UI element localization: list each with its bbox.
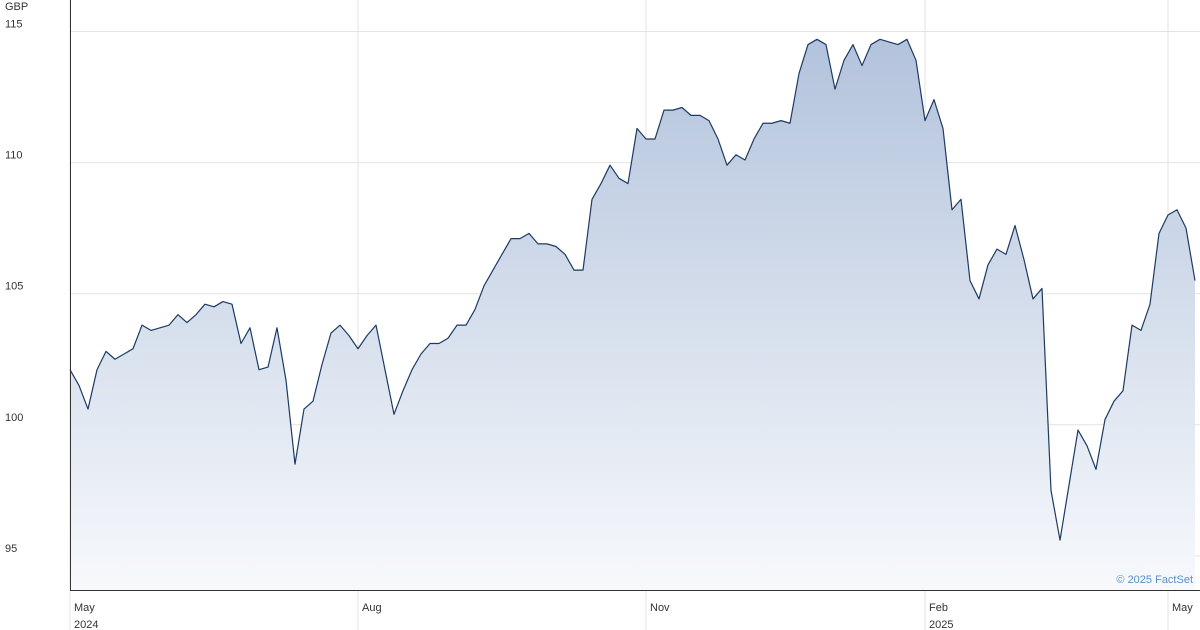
x-tick-label: Aug [362,602,382,614]
credit: © 2025 FactSet [1116,574,1193,586]
area-fill [70,39,1195,590]
y-tick-label: 105 [5,281,23,293]
x-year-label: 2025 [929,619,953,630]
unit-label: GBP [5,1,28,13]
y-tick-label: 110 [5,150,23,162]
price-line [69,38,1196,541]
y-tick-label: 100 [5,412,23,424]
x-year-label: 2024 [74,619,98,630]
y-tick-label: 95 [5,543,17,555]
x-tick-label: Feb [929,602,948,614]
x-tick-label: May [74,602,95,614]
x-tick-label: May [1172,602,1193,614]
plot [69,38,1196,590]
x-tick-label: Nov [650,602,670,614]
y-tick-label: 115 [5,18,23,30]
